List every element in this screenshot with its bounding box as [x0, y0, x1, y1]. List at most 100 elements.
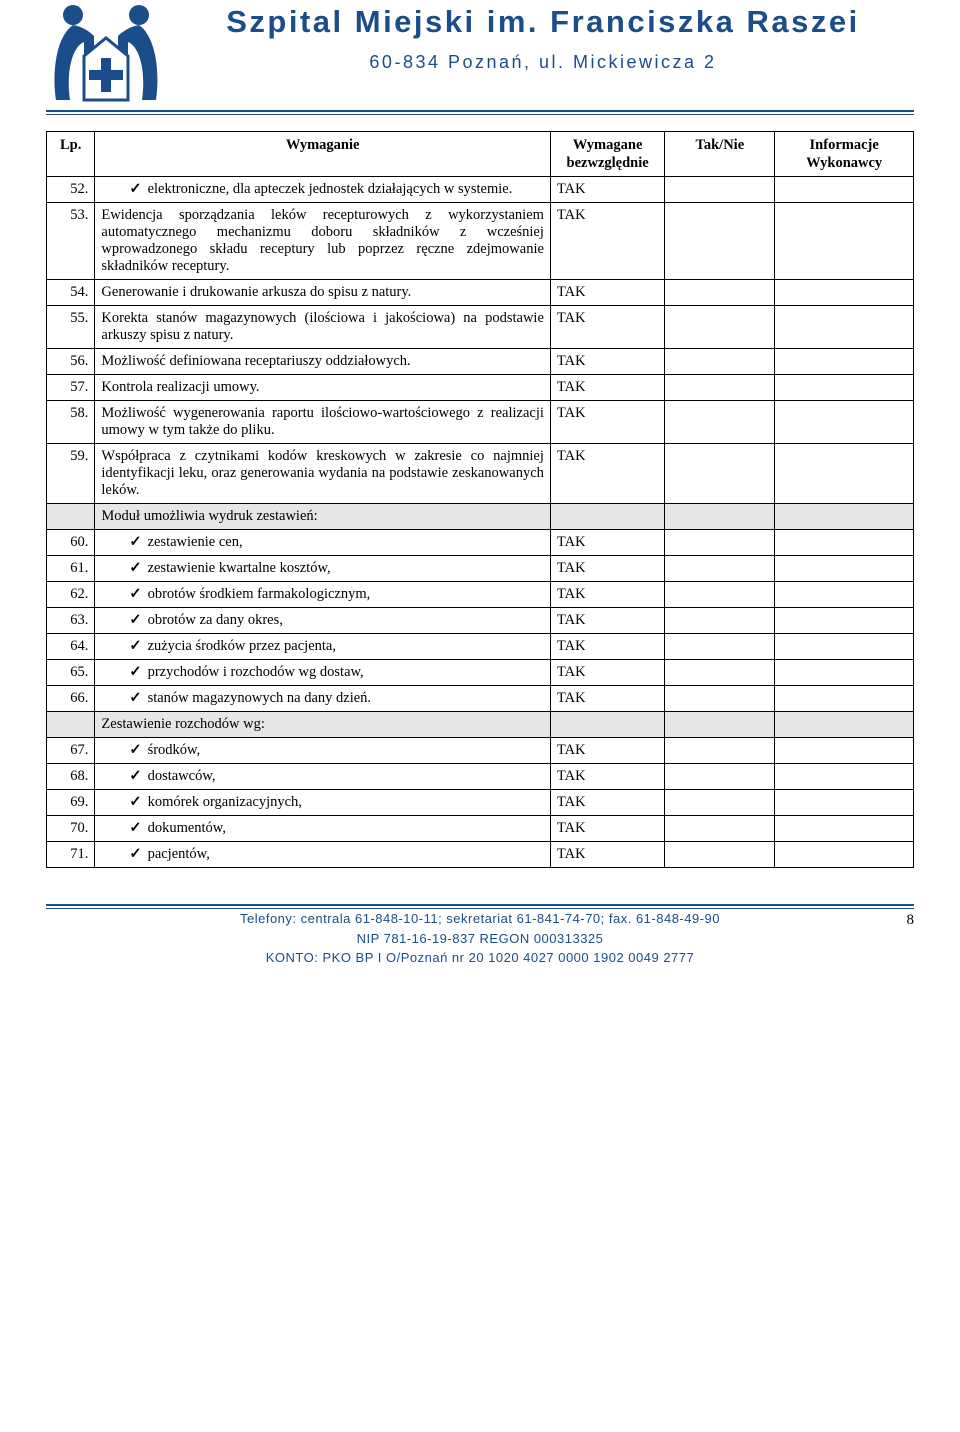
- cell-yesno: [665, 375, 775, 401]
- cell-required: TAK: [550, 660, 664, 686]
- cell-yesno: [665, 816, 775, 842]
- table-row: 56.Możliwość definiowana receptariuszy o…: [47, 349, 914, 375]
- footer: 8 Telefony: centrala 61-848-10-11; sekre…: [46, 909, 914, 968]
- cell-yesno: [665, 686, 775, 712]
- cell-required: TAK: [550, 634, 664, 660]
- footer-wrap: 8 Telefony: centrala 61-848-10-11; sekre…: [46, 904, 914, 968]
- checkmark-item: pacjentów,: [101, 846, 544, 863]
- cell-requirement: elektroniczne, dla apteczek jednostek dz…: [95, 177, 551, 203]
- hospital-logo: [46, 2, 166, 102]
- checkmark-item: obrotów środkiem farmakologicznym,: [101, 586, 544, 603]
- page-number: 8: [907, 909, 915, 932]
- cell-yesno: [665, 444, 775, 504]
- cell-requirement: Możliwość wygenerowania raportu ilościow…: [95, 401, 551, 444]
- table-row: 55.Korekta stanów magazynowych (ilościow…: [47, 306, 914, 349]
- checkmark-item: stanów magazynowych na dany dzień.: [101, 690, 544, 707]
- cell-required: TAK: [550, 582, 664, 608]
- cell-lp: 68.: [47, 764, 95, 790]
- cell-lp: 53.: [47, 203, 95, 280]
- cell-required: TAK: [550, 530, 664, 556]
- table-row: 64. zużycia środków przez pacjenta, TAK: [47, 634, 914, 660]
- cell-lp: 61.: [47, 556, 95, 582]
- footer-line-3: KONTO: PKO BP I O/Poznań nr 20 1020 4027…: [46, 948, 914, 968]
- cell-lp: 60.: [47, 530, 95, 556]
- cell-yesno: [665, 177, 775, 203]
- cell-info: [775, 764, 914, 790]
- cell-requirement: środków,: [95, 738, 551, 764]
- footer-line-2: NIP 781-16-19-837 REGON 000313325: [46, 929, 914, 949]
- cell-info: [775, 280, 914, 306]
- checkmark-item: dokumentów,: [101, 820, 544, 837]
- cell-requirement: przychodów i rozchodów wg dostaw,: [95, 660, 551, 686]
- table-row: 61.zestawienie kwartalne kosztów,TAK: [47, 556, 914, 582]
- table-row: 69.komórek organizacyjnych,TAK: [47, 790, 914, 816]
- cell-yesno: [665, 582, 775, 608]
- cell-info: [775, 816, 914, 842]
- cell-requirement: dostawców,: [95, 764, 551, 790]
- letterhead: Szpital Miejski im. Franciszka Raszei 60…: [46, 0, 914, 102]
- cell-info: [775, 306, 914, 349]
- cell-requirement: zestawienie kwartalne kosztów,: [95, 556, 551, 582]
- cell-requirement: stanów magazynowych na dany dzień.: [95, 686, 551, 712]
- table-row: Moduł umożliwia wydruk zestawień:: [47, 504, 914, 530]
- cell-required: [550, 712, 664, 738]
- checkmark-item: środków,: [101, 742, 544, 759]
- table-row: 62. obrotów środkiem farmakologicznym, TAK: [47, 582, 914, 608]
- checkmark-item: przychodów i rozchodów wg dostaw,: [101, 664, 544, 681]
- checkmark-item: zużycia środków przez pacjenta,: [101, 638, 544, 655]
- table-row: 54.Generowanie i drukowanie arkusza do s…: [47, 280, 914, 306]
- cell-lp: 62.: [47, 582, 95, 608]
- cell-required: TAK: [550, 556, 664, 582]
- col-header-bez: Wymagane bezwzględnie: [550, 132, 664, 177]
- cell-yesno: [665, 280, 775, 306]
- header-divider: [46, 110, 914, 115]
- cell-required: TAK: [550, 203, 664, 280]
- col-header-tak: Tak/Nie: [665, 132, 775, 177]
- table-row: 59.Współpraca z czytnikami kodów kreskow…: [47, 444, 914, 504]
- hospital-address: 60-834 Poznań, ul. Mickiewicza 2: [172, 52, 914, 73]
- cell-lp: 67.: [47, 738, 95, 764]
- cell-yesno: [665, 608, 775, 634]
- cell-info: [775, 790, 914, 816]
- cell-info: [775, 444, 914, 504]
- table-row: 52.elektroniczne, dla apteczek jednostek…: [47, 177, 914, 203]
- cell-lp: 70.: [47, 816, 95, 842]
- cell-yesno: [665, 203, 775, 280]
- cell-lp: 55.: [47, 306, 95, 349]
- cell-required: TAK: [550, 306, 664, 349]
- cell-yesno: [665, 401, 775, 444]
- table-row: 66.stanów magazynowych na dany dzień.TAK: [47, 686, 914, 712]
- cell-lp: 59.: [47, 444, 95, 504]
- cell-requirement: pacjentów,: [95, 842, 551, 868]
- table-row: Zestawienie rozchodów wg:: [47, 712, 914, 738]
- cell-requirement: zużycia środków przez pacjenta,: [95, 634, 551, 660]
- cell-yesno: [665, 634, 775, 660]
- cell-required: TAK: [550, 401, 664, 444]
- cell-required: TAK: [550, 764, 664, 790]
- cell-required: TAK: [550, 842, 664, 868]
- cell-required: TAK: [550, 177, 664, 203]
- cell-info: [775, 504, 914, 530]
- cell-requirement: zestawienie cen,: [95, 530, 551, 556]
- table-header-row: Lp. Wymaganie Wymagane bezwzględnie Tak/…: [47, 132, 914, 177]
- checkmark-item: zestawienie cen,: [101, 534, 544, 551]
- cell-yesno: [665, 349, 775, 375]
- cell-lp: 69.: [47, 790, 95, 816]
- table-row: 58.Możliwość wygenerowania raportu ilośc…: [47, 401, 914, 444]
- cell-requirement: obrotów środkiem farmakologicznym,: [95, 582, 551, 608]
- cell-yesno: [665, 306, 775, 349]
- cell-info: [775, 712, 914, 738]
- cell-lp: 71.: [47, 842, 95, 868]
- cell-info: [775, 203, 914, 280]
- table-row: 63.obrotów za dany okres,TAK: [47, 608, 914, 634]
- cell-required: TAK: [550, 280, 664, 306]
- cell-yesno: [665, 712, 775, 738]
- requirements-table: Lp. Wymaganie Wymagane bezwzględnie Tak/…: [46, 131, 914, 868]
- cell-info: [775, 738, 914, 764]
- cell-lp: 64.: [47, 634, 95, 660]
- cell-yesno: [665, 530, 775, 556]
- cell-yesno: [665, 738, 775, 764]
- cell-info: [775, 530, 914, 556]
- cell-lp: 66.: [47, 686, 95, 712]
- cell-requirement: Współpraca z czytnikami kodów kreskowych…: [95, 444, 551, 504]
